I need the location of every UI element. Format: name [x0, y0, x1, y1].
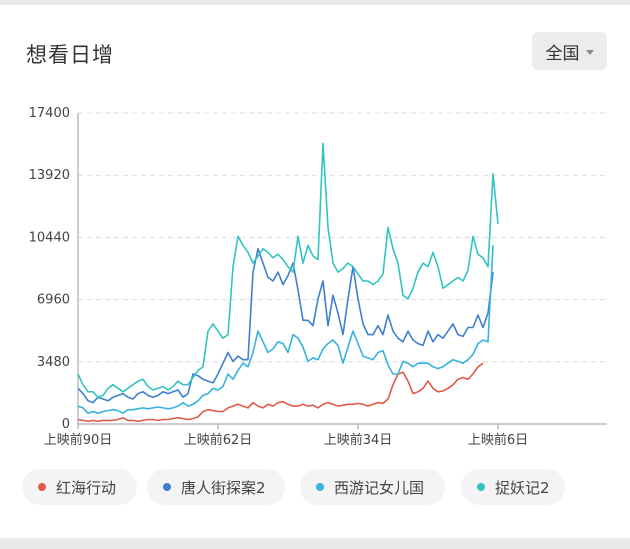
- legend-label-3: 西游记女儿国: [334, 478, 425, 497]
- y-tick-label: 0: [62, 417, 70, 432]
- legend-dot-3: [316, 483, 324, 491]
- legend-label-1: 红海行动: [56, 478, 117, 497]
- series-line-2: [77, 248, 494, 404]
- legend-dot-1: [38, 483, 46, 491]
- series-line-1: [77, 362, 484, 423]
- x-tick-label: 上映前34日: [324, 432, 393, 448]
- y-tick-label: 13920: [29, 168, 70, 183]
- y-tick-label: 3480: [37, 355, 70, 370]
- legend-item-4[interactable]: 捉妖记2: [461, 469, 565, 505]
- legend-item-1[interactable]: 红海行动: [22, 469, 137, 505]
- series-line-4: [77, 142, 499, 399]
- card-title: 想看日增: [26, 43, 114, 67]
- legend-dot-4: [477, 483, 485, 491]
- legend-label-4: 捉妖记2: [495, 478, 550, 497]
- y-tick-label: 6960: [37, 293, 70, 308]
- legend-dot-2: [163, 483, 171, 491]
- region-label: 全国: [545, 43, 580, 64]
- x-tick-label: 上映前90日: [44, 432, 113, 448]
- y-tick-label: 10440: [29, 230, 70, 245]
- x-tick-label: 上映前6日: [468, 432, 528, 448]
- chevron-down-icon: [585, 49, 594, 55]
- series-line-3: [77, 245, 494, 415]
- legend-label-2: 唐人街探案2: [181, 478, 266, 497]
- y-tick-label: 17400: [29, 106, 70, 121]
- chart-card: 想看日增 全国: [0, 5, 630, 538]
- legend-item-3[interactable]: 西游记女儿国: [300, 469, 445, 505]
- x-tick-label: 上映前62日: [184, 432, 253, 448]
- region-selector[interactable]: 全国: [532, 32, 607, 70]
- legend-item-2[interactable]: 唐人街探案2: [147, 469, 285, 505]
